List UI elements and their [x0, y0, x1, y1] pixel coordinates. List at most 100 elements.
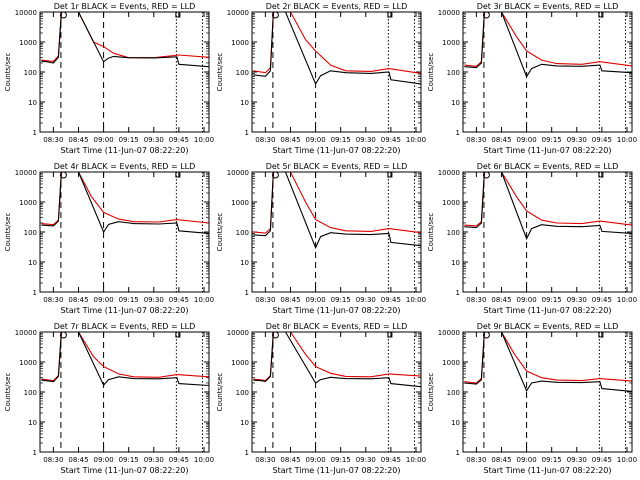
x-tick-label: 08:45	[491, 136, 511, 144]
x-tick-label: 08:30	[466, 136, 486, 144]
saa-marker	[175, 172, 181, 178]
y-tick-label: 10	[28, 99, 37, 107]
y-tick-label: 1000	[19, 359, 37, 367]
series-line-events	[253, 11, 422, 86]
y-tick-label: 1000	[231, 359, 249, 367]
x-tick-label: 09:15	[119, 456, 139, 464]
y-tick-label: 1	[245, 449, 249, 457]
y-tick-label: 10000	[438, 9, 460, 17]
x-tick-label: 09:45	[169, 456, 189, 464]
y-tick-label: 100	[447, 69, 460, 77]
series-line-lld	[253, 331, 422, 382]
y-tick-label: 1000	[231, 199, 249, 207]
chart-panel: Det 4r BLACK = Events, RED = LLD Counts/s…	[4, 162, 214, 315]
y-tick-label: 1000	[442, 39, 460, 47]
series-line-events	[41, 11, 210, 68]
y-axis-label: Counts/sec	[216, 373, 224, 412]
y-tick-label: 1000	[19, 39, 37, 47]
x-tick-label: 09:45	[169, 296, 189, 304]
y-tick-label: 10000	[15, 329, 37, 337]
x-tick-label: 09:30	[356, 296, 376, 304]
plot-frame	[251, 171, 422, 293]
x-tick-label: 08:45	[68, 136, 88, 144]
saa-marker	[387, 332, 393, 338]
y-tick-label: 1000	[231, 39, 249, 47]
y-tick-label: 1	[456, 129, 460, 137]
x-tick-label: 09:30	[144, 456, 164, 464]
chart-panel: Det 1r BLACK = Events, RED = LLD Counts/s…	[4, 2, 214, 155]
x-tick-label: 09:15	[331, 296, 351, 304]
y-axis-label: Counts/sec	[216, 213, 224, 252]
x-tick-label: 08:45	[280, 136, 300, 144]
y-tick-label: 1	[245, 289, 249, 297]
y-tick-label: 10	[240, 99, 249, 107]
series-line-lld	[253, 11, 422, 74]
y-tick-label: 1	[245, 129, 249, 137]
x-axis-label: Start Time (11-Jun-07 08:22:20)	[61, 306, 189, 315]
x-tick-label: 08:45	[68, 456, 88, 464]
x-tick-label: 09:15	[542, 456, 562, 464]
chart-title: Det 9r BLACK = Events, RED = LLD	[477, 322, 619, 331]
chart-title: Det 8r BLACK = Events, RED = LLD	[266, 322, 408, 331]
x-tick-label: 09:15	[542, 136, 562, 144]
x-tick-label: 09:00	[93, 136, 113, 144]
y-axis-label: Counts/sec	[4, 53, 12, 92]
y-tick-label: 10000	[438, 329, 460, 337]
y-tick-label: 1000	[19, 199, 37, 207]
x-tick-label: 09:30	[356, 456, 376, 464]
x-tick-label: 08:30	[255, 456, 275, 464]
series-line-events	[253, 171, 422, 250]
x-tick-label: 09:45	[169, 136, 189, 144]
x-tick-label: 09:45	[592, 456, 612, 464]
y-tick-label: 10	[451, 99, 460, 107]
x-axis-label: Start Time (11-Jun-07 08:22:20)	[61, 466, 189, 475]
chart-panel: Det 5r BLACK = Events, RED = LLD Counts/s…	[216, 162, 426, 315]
series-line-events	[464, 11, 633, 78]
x-axis-label: Start Time (11-Jun-07 08:22:20)	[273, 146, 401, 155]
y-axis-label: Counts/sec	[427, 213, 435, 252]
chart-panel: Det 7r BLACK = Events, RED = LLD Counts/s…	[4, 322, 214, 475]
x-tick-label: 10:00	[406, 136, 426, 144]
plot-frame	[39, 331, 210, 453]
x-tick-label: 08:30	[43, 296, 63, 304]
y-tick-label: 100	[24, 389, 37, 397]
saa-marker	[598, 332, 604, 338]
series-line-lld	[253, 171, 422, 234]
x-axis-label: Start Time (11-Jun-07 08:22:20)	[484, 146, 612, 155]
chart-title: Det 7r BLACK = Events, RED = LLD	[54, 322, 196, 331]
y-axis-label: Counts/sec	[216, 53, 224, 92]
y-axis-label: Counts/sec	[427, 373, 435, 412]
series-line-lld	[41, 331, 210, 382]
x-tick-label: 09:30	[567, 136, 587, 144]
saa-marker	[175, 332, 181, 338]
series-line-lld	[464, 331, 633, 384]
x-tick-label: 09:30	[144, 296, 164, 304]
y-tick-label: 100	[236, 389, 249, 397]
x-tick-label: 09:45	[592, 296, 612, 304]
y-tick-label: 10000	[15, 9, 37, 17]
series-line-events	[41, 171, 210, 234]
y-tick-label: 1	[33, 289, 37, 297]
saa-marker	[598, 172, 604, 178]
chart-panel: Det 8r BLACK = Events, RED = LLD Counts/s…	[216, 322, 426, 475]
x-tick-label: 09:45	[381, 296, 401, 304]
x-tick-label: 10:00	[406, 456, 426, 464]
y-tick-label: 10	[240, 419, 249, 427]
x-tick-label: 10:00	[617, 456, 637, 464]
chart-panel: Det 3r BLACK = Events, RED = LLD Counts/s…	[427, 2, 637, 155]
y-tick-label: 1000	[442, 199, 460, 207]
y-tick-label: 1	[456, 449, 460, 457]
y-tick-label: 1000	[442, 359, 460, 367]
y-tick-label: 10000	[227, 329, 249, 337]
y-tick-label: 10	[28, 419, 37, 427]
y-tick-label: 100	[447, 389, 460, 397]
x-tick-label: 09:00	[516, 456, 536, 464]
x-tick-label: 10:00	[617, 136, 637, 144]
chart-title: Det 1r BLACK = Events, RED = LLD	[54, 2, 196, 11]
x-tick-label: 09:00	[305, 456, 325, 464]
x-tick-label: 08:30	[466, 456, 486, 464]
x-tick-label: 08:45	[68, 296, 88, 304]
y-axis-label: Counts/sec	[4, 373, 12, 412]
x-tick-label: 08:45	[491, 456, 511, 464]
